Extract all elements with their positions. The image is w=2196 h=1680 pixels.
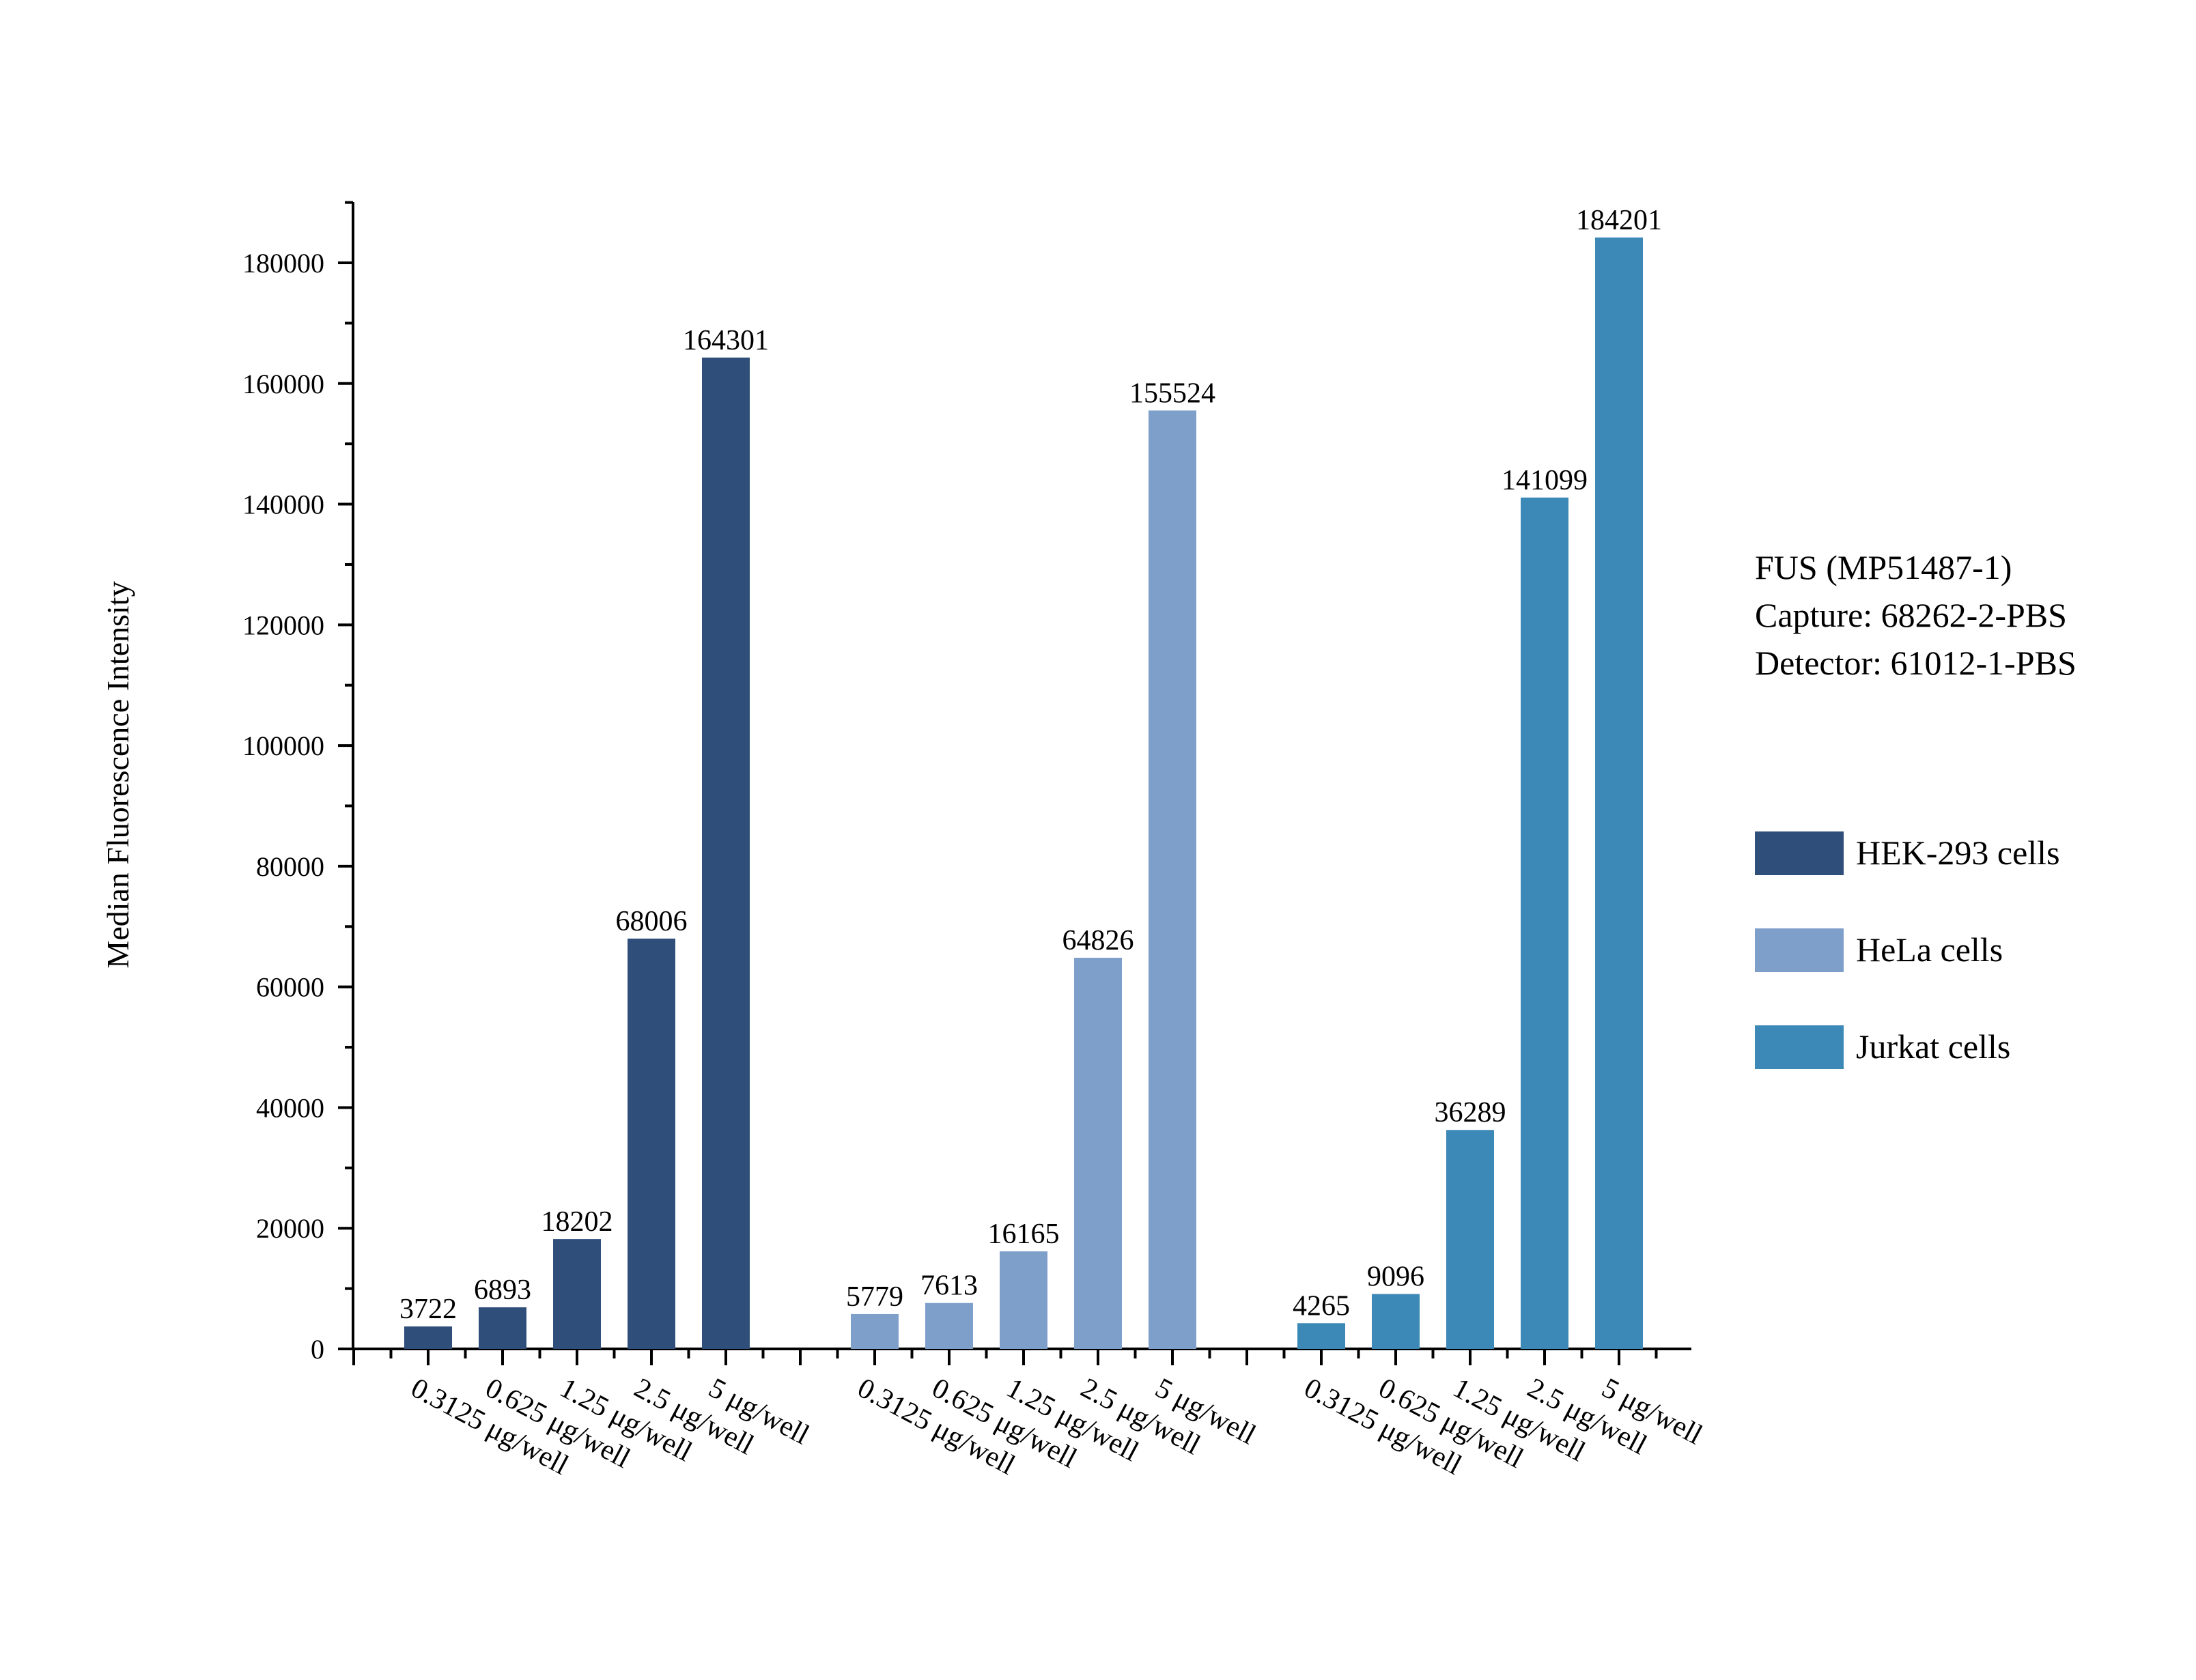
bar-value-label: 9096 <box>1367 1262 1424 1293</box>
info-line-2: Capture: 68262-2-PBS <box>1755 596 2067 634</box>
bar <box>1446 1130 1494 1349</box>
bar-value-label: 4265 <box>1293 1290 1350 1322</box>
legend-label: HeLa cells <box>1856 930 2003 969</box>
legend-swatch <box>1755 831 1844 875</box>
bar <box>1372 1294 1420 1349</box>
bar <box>553 1239 601 1349</box>
bar <box>1074 958 1122 1349</box>
y-tick-label: 160000 <box>242 369 324 399</box>
info-line-1: FUS (MP51487-1) <box>1755 548 2012 586</box>
bar-value-label: 7613 <box>920 1270 978 1302</box>
bar-value-label: 184201 <box>1576 205 1662 236</box>
bar-value-label: 3722 <box>399 1294 457 1325</box>
legend-swatch <box>1755 1025 1844 1069</box>
bar-value-label: 18202 <box>541 1206 613 1238</box>
bars <box>404 237 1643 1350</box>
info-annotation: FUS (MP51487-1) Capture: 68262-2-PBS Det… <box>1755 548 2077 682</box>
legend-label: HEK-293 cells <box>1856 834 2060 872</box>
bar-value-label: 36289 <box>1435 1097 1506 1128</box>
y-tick-label: 20000 <box>256 1213 324 1244</box>
y-tick-label: 60000 <box>256 972 324 1003</box>
bar <box>702 357 750 1349</box>
bar <box>1000 1251 1047 1349</box>
data-labels: 3722 6893 18202 68006 164301 5779 7613 16165 648… <box>399 205 1662 1325</box>
y-tick-label: 80000 <box>256 851 324 882</box>
y-axis-title: Median Fluorescence Intensity <box>100 581 135 968</box>
bar-value-label: 68006 <box>616 906 688 937</box>
bar <box>479 1307 526 1349</box>
bar <box>925 1302 973 1349</box>
bar-value-label: 164301 <box>683 325 769 356</box>
bar <box>628 938 675 1349</box>
bar <box>404 1326 452 1349</box>
y-tick-label: 100000 <box>242 730 324 761</box>
bar-value-label: 16165 <box>988 1219 1060 1250</box>
bar <box>851 1313 899 1349</box>
bar-value-label: 5779 <box>846 1281 903 1313</box>
bar <box>1149 410 1196 1350</box>
y-tick-label: 180000 <box>242 248 324 279</box>
bar-value-label: 64826 <box>1062 925 1134 956</box>
bar-value-label: 6893 <box>474 1275 531 1306</box>
bar <box>1595 237 1643 1350</box>
bar <box>1521 497 1568 1350</box>
bar-value-label: 155524 <box>1129 378 1215 409</box>
axes: 0 20000 40000 60000 80000 100000 120000 140000 1… <box>242 201 1691 1365</box>
y-tick-label: 140000 <box>242 489 324 520</box>
y-tick-label: 120000 <box>242 610 324 640</box>
legend-label: Jurkat cells <box>1856 1027 2010 1066</box>
bar-value-label: 141099 <box>1502 465 1588 496</box>
legend: HEK-293 cells HeLa cells Jurkat cells <box>1755 831 2060 1069</box>
y-tick-label: 40000 <box>256 1092 324 1123</box>
legend-swatch <box>1755 928 1844 972</box>
bar <box>1297 1323 1345 1349</box>
y-tick-label: 0 <box>311 1334 324 1365</box>
info-line-3: Detector: 61012-1-PBS <box>1755 644 2077 682</box>
